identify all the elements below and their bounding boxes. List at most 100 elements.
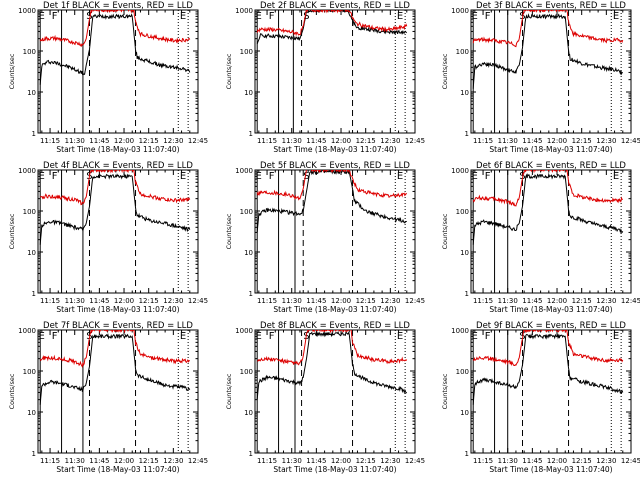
x-tick-label: 12:00 [547,297,567,305]
x-tick-label: 12:45 [405,137,425,145]
series-group [39,330,191,405]
flag-letter: F [52,11,58,22]
panel-title: Det 2f BLACK = Events, RED = LLD [260,1,410,11]
x-tick-label: 11:45 [522,297,542,305]
x-axis-label: Start Time (18-May-03 11:07:40) [489,145,612,154]
flag-letter: E [613,171,619,182]
flag-letter: E [397,171,403,182]
y-axis-label: Counts/sec [225,373,233,409]
x-tick-label: 11:30 [65,297,85,305]
y-tick-label: 100 [23,208,36,216]
x-tick-label: 11:45 [522,457,542,465]
series-group [472,330,624,405]
detector-panel: Det 8f BLACK = Events, RED = LLD 1 10 100 10… [225,321,425,474]
flag-letter: E [472,11,478,22]
y-tick-label: 100 [456,208,469,216]
x-tick-label: 11:15 [473,457,493,465]
flag-letter: E [256,11,262,22]
x-tick-label: 12:45 [188,297,208,305]
x-tick-label: 12:45 [188,457,208,465]
lld-series-line [256,10,408,37]
x-axis-label: Start Time (18-May-03 11:07:40) [56,465,179,474]
x-tick-label: 11:15 [257,137,277,145]
x-tick-label: 11:15 [40,137,60,145]
y-tick-label: 10 [460,89,469,97]
lld-series-line [39,170,191,206]
flag-letter: F [485,171,491,182]
y-tick-label: 1000 [235,327,253,335]
x-tick-label: 12:00 [114,297,134,305]
x-tick-label: 11:45 [522,137,542,145]
events-series-line [472,172,624,245]
x-tick-label: 12:00 [114,457,134,465]
x-tick-label: 12:30 [380,457,400,465]
series-group [472,170,624,245]
lld-series-line [39,330,190,369]
y-tick-label: 1000 [451,167,469,175]
series-group [256,10,408,44]
x-tick-label: 11:45 [89,137,109,145]
panel-title: Det 1f BLACK = Events, RED = LLD [43,1,193,11]
x-axis-label: Start Time (18-May-03 11:07:40) [273,145,396,154]
panel-title: Det 5f BLACK = Events, RED = LLD [260,161,410,171]
y-tick-label: 10 [27,409,36,417]
x-axis-label: Start Time (18-May-03 11:07:40) [489,305,612,314]
panel-title: Det 4f BLACK = Events, RED = LLD [43,161,193,171]
y-tick-label: 10 [244,409,253,417]
flag-letter: F [52,171,58,182]
x-tick-label: 11:15 [40,297,60,305]
x-tick-label: 11:45 [306,297,326,305]
series-group [256,330,408,400]
lld-series-line [472,330,624,367]
x-tick-label: 12:15 [139,297,159,305]
y-tick-label: 100 [240,368,253,376]
y-axis-label: Counts/sec [8,213,16,249]
x-axis-label: Start Time (18-May-03 11:07:40) [273,305,396,314]
flag-letter: F [269,11,275,22]
x-tick-label: 11:45 [306,137,326,145]
y-axis-label: Counts/sec [441,213,449,249]
detector-panel: Det 4f BLACK = Events, RED = LLD 1 10 100 10… [8,161,208,314]
events-series-line [256,10,407,44]
y-tick-label: 1 [32,450,36,458]
y-tick-label: 100 [23,368,36,376]
detector-panel: Det 6f BLACK = Events, RED = LLD 1 10 100 10… [441,161,640,314]
flag-letter: F [52,331,58,342]
y-tick-label: 1000 [18,327,36,335]
events-series-line [39,13,191,85]
y-tick-label: 100 [456,48,469,56]
y-tick-label: 1 [465,450,469,458]
x-tick-label: 12:00 [547,137,567,145]
x-tick-label: 11:30 [282,457,302,465]
x-tick-label: 12:00 [331,457,351,465]
series-group [39,170,191,245]
flag-letter: E [39,331,45,342]
y-tick-label: 100 [456,368,469,376]
x-tick-label: 12:15 [139,137,159,145]
x-tick-label: 12:30 [163,137,183,145]
flag-letter: E [180,331,186,342]
x-tick-label: 12:30 [596,457,616,465]
detector-panel: Det 2f BLACK = Events, RED = LLD 1 10 100 10… [225,1,425,154]
series-group [472,10,624,89]
plot-frame [254,169,416,294]
plot-frame [37,169,199,294]
flag-letter: E [613,331,619,342]
lld-series-line [39,10,191,48]
detector-panel: Det 7f BLACK = Events, RED = LLD 1 10 100 10… [8,321,208,474]
y-axis-label: Counts/sec [441,373,449,409]
x-tick-label: 11:30 [498,297,518,305]
x-tick-label: 11:15 [40,457,60,465]
x-tick-label: 12:15 [572,457,592,465]
series-group [256,170,408,233]
y-axis-label: Counts/sec [225,213,233,249]
y-tick-label: 100 [240,208,253,216]
x-axis-label: Start Time (18-May-03 11:07:40) [56,145,179,154]
x-tick-label: 12:00 [331,297,351,305]
y-tick-label: 1000 [18,167,36,175]
x-tick-label: 12:30 [163,457,183,465]
x-axis-label: Start Time (18-May-03 11:07:40) [489,465,612,474]
events-series-line [39,173,191,245]
y-tick-label: 10 [244,89,253,97]
